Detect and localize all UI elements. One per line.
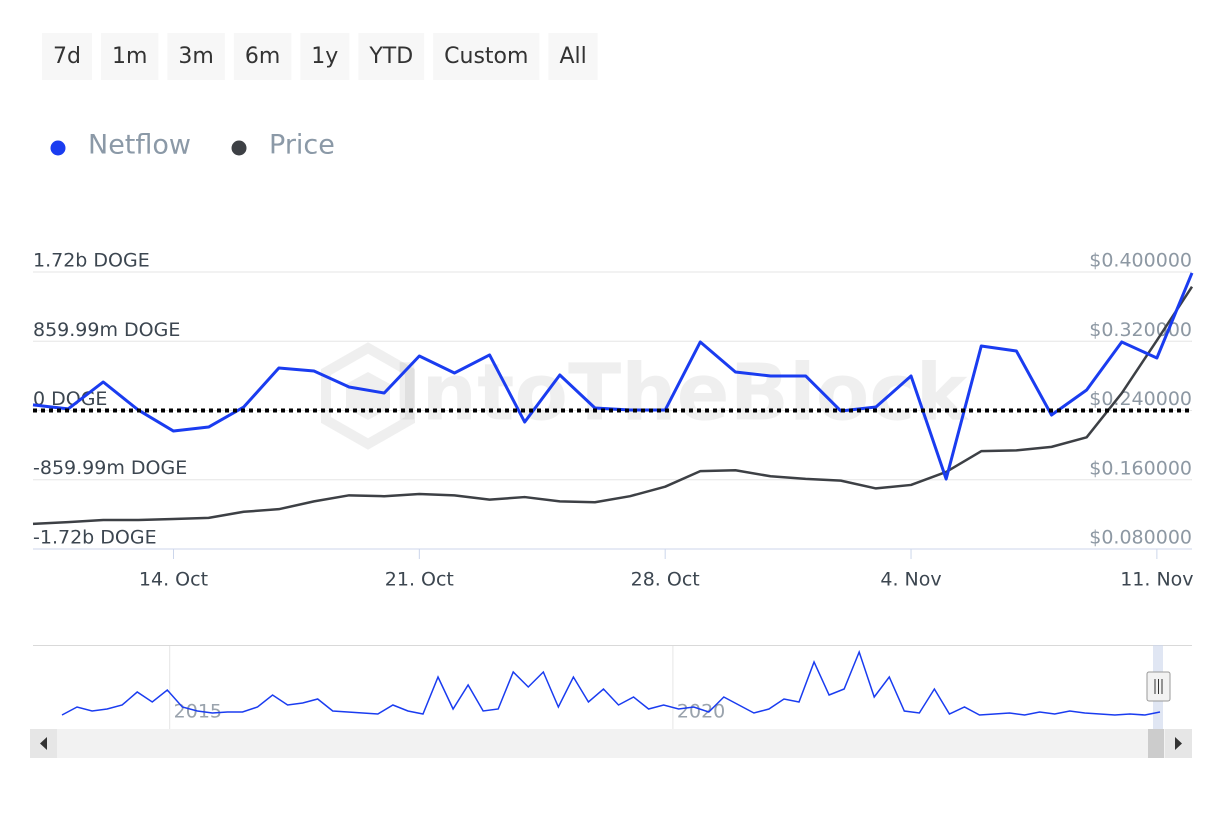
range-button-label[interactable]: 7d bbox=[53, 44, 81, 69]
y2-tick-label: $0.320000 bbox=[1089, 319, 1192, 341]
y-tick-label: -1.72b DOGE bbox=[33, 527, 157, 549]
range-button[interactable] bbox=[100, 33, 159, 80]
navigator-line bbox=[61, 649, 1161, 716]
x-tick-label: 11. Nov bbox=[1120, 569, 1193, 591]
x-tick-label: 14. Oct bbox=[139, 569, 208, 591]
x-tick-label: 28. Oct bbox=[631, 569, 700, 591]
range-button-label[interactable]: 6m bbox=[245, 44, 280, 69]
x-tick-label: 21. Oct bbox=[385, 569, 454, 591]
range-button[interactable] bbox=[358, 33, 425, 80]
range-selector: 7d 1m 3m 6m 1y YTD Custom All bbox=[42, 33, 598, 80]
y-tick-label: -859.99m DOGE bbox=[33, 457, 187, 479]
legend-marker bbox=[50, 140, 66, 156]
range-button-label[interactable]: 1y bbox=[311, 44, 338, 69]
range-button[interactable] bbox=[42, 33, 92, 80]
range-button[interactable] bbox=[167, 33, 225, 80]
legend-marker bbox=[231, 140, 247, 156]
watermark-logo bbox=[321, 342, 415, 450]
series bbox=[32, 272, 1194, 526]
scrollbar-track bbox=[30, 729, 1192, 758]
line-price bbox=[32, 286, 1194, 526]
y2-tick-label: $0.080000 bbox=[1089, 527, 1192, 549]
y-tick-label: 859.99m DOGE bbox=[33, 319, 180, 341]
range-button[interactable] bbox=[433, 33, 540, 80]
y2-tick-label: $0.160000 bbox=[1089, 457, 1192, 479]
range-button-label[interactable]: 3m bbox=[178, 44, 213, 69]
legend-label[interactable]: Price bbox=[269, 130, 335, 161]
x-tick-label: 4. Nov bbox=[880, 569, 941, 591]
y2-tick-label: $0.240000 bbox=[1089, 388, 1192, 410]
navigator-tick-label: 2020 bbox=[677, 701, 725, 723]
range-button[interactable] bbox=[548, 33, 598, 80]
scrollbar-right-arrow bbox=[1175, 737, 1182, 750]
legend-label[interactable]: Netflow bbox=[88, 130, 191, 161]
range-button-label[interactable]: Custom bbox=[444, 44, 528, 69]
range-button[interactable] bbox=[300, 33, 350, 80]
scrollbar-thumb[interactable] bbox=[1148, 729, 1164, 758]
watermark: IntoTheBlock bbox=[393, 348, 970, 438]
y-tick-label: 1.72b DOGE bbox=[33, 250, 150, 272]
navigator: 2015 2020 bbox=[61, 646, 1161, 729]
range-button-label[interactable]: 1m bbox=[112, 44, 147, 69]
scrollbar-left-arrow bbox=[40, 737, 47, 750]
range-button-label[interactable]: All bbox=[559, 44, 586, 69]
range-button[interactable] bbox=[233, 33, 292, 80]
legend: Netflow Price bbox=[50, 130, 335, 161]
range-button-label[interactable]: YTD bbox=[368, 44, 413, 69]
y2-tick-label: $0.400000 bbox=[1089, 250, 1192, 272]
